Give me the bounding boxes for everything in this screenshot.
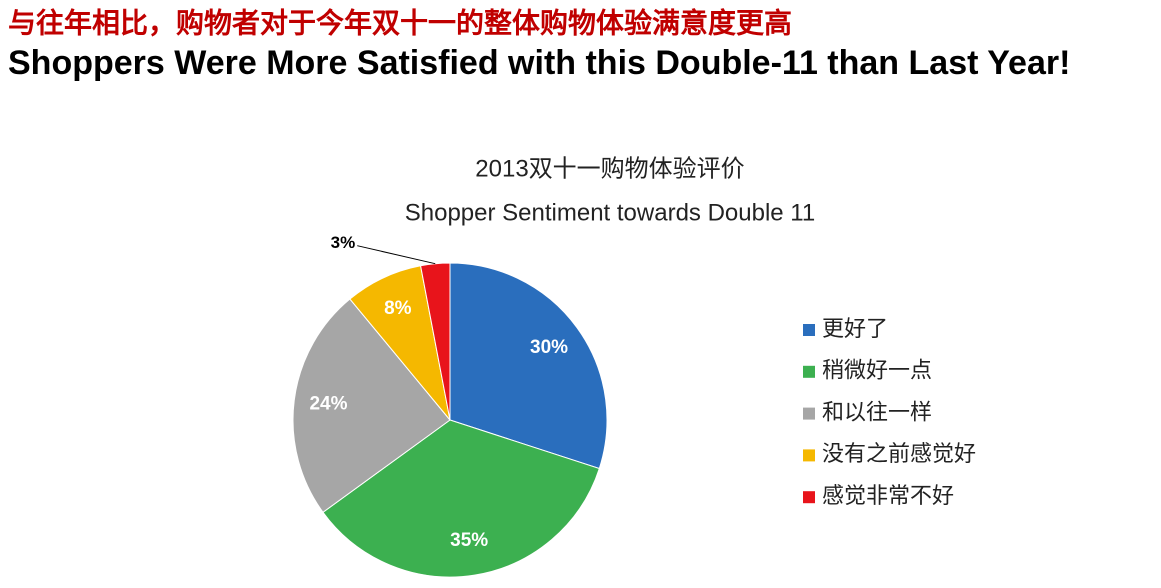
headline-zh: 与往年相比，购物者对于今年双十一的整体购物体验满意度更高 <box>8 6 792 38</box>
headline-en: Shoppers Were More Satisfied with this D… <box>8 44 1070 82</box>
legend-label: 更好了 <box>822 316 888 341</box>
data-label: 24% <box>309 394 347 415</box>
legend-label: 稍微好一点 <box>822 358 932 383</box>
legend-swatch <box>803 449 815 462</box>
data-label: 3% <box>331 233 356 252</box>
chart-title: 2013双十一购物体验评价 <box>475 155 744 182</box>
legend-swatch <box>803 365 815 378</box>
leader-line <box>357 245 436 265</box>
pie-slice <box>322 419 600 578</box>
pie-slice <box>449 262 608 470</box>
pie-slice <box>292 298 451 513</box>
legend-swatch <box>803 491 815 504</box>
legend-label: 感觉非常不好 <box>822 483 954 508</box>
data-label: 35% <box>450 530 488 551</box>
legend-label: 没有之前感觉好 <box>822 441 976 466</box>
legend-swatch <box>803 407 815 420</box>
data-label: 30% <box>530 337 568 358</box>
legend-swatch <box>803 324 815 336</box>
data-label: 8% <box>384 298 412 319</box>
legend-label: 和以往一样 <box>822 399 932 424</box>
chart-subtitle: Shopper Sentiment towards Double 11 <box>405 199 815 226</box>
